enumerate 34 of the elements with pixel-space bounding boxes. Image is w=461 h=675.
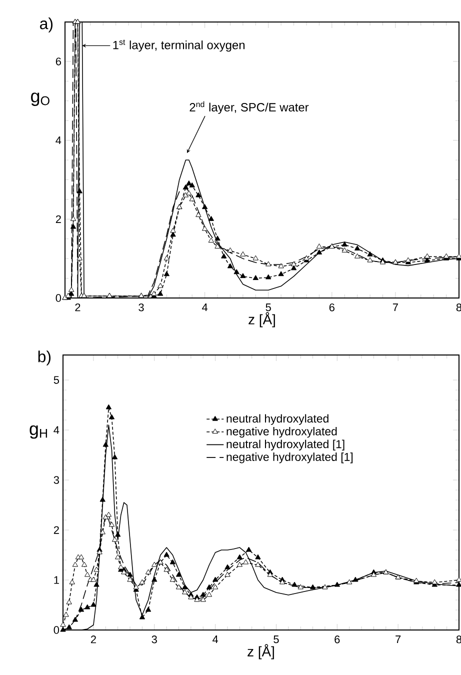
x-tick-label: 2 bbox=[75, 304, 80, 312]
y-tick-label: 4 bbox=[54, 426, 60, 434]
legend-label: neutral hydroxylated [1] bbox=[226, 440, 344, 450]
annotation: 1$^{st}$ layer, terminal oxygen bbox=[113, 40, 245, 52]
x-tick-label: 3 bbox=[152, 636, 157, 644]
y-axis-title: g$_{O}$ bbox=[31, 92, 50, 106]
y-tick-label: 2 bbox=[54, 526, 59, 534]
y-tick-label: 3 bbox=[54, 476, 59, 484]
legend-label: negative hydroxylated [1] bbox=[226, 452, 353, 464]
legend-label: negative hydroxylated bbox=[226, 426, 337, 438]
y-tick-label: 2 bbox=[56, 215, 61, 223]
y-tick-label: 0 bbox=[56, 294, 62, 302]
x-tick-label: 3 bbox=[138, 304, 144, 312]
chart-title: b) bbox=[38, 350, 51, 366]
chart-title: a) bbox=[40, 18, 53, 32]
x-tick-label: 7 bbox=[392, 304, 398, 312]
x-tick-label: 5 bbox=[266, 304, 271, 312]
y-axis-title: g$_{H}$ bbox=[30, 425, 48, 439]
x-tick-label: 4 bbox=[202, 304, 208, 312]
y-tick-label: 4 bbox=[56, 136, 62, 144]
legend-label: neutral hydroxylated bbox=[226, 414, 328, 425]
y-tick-label: 6 bbox=[56, 58, 61, 66]
annotation: 2$^{nd}$ layer, SPC/E water bbox=[190, 101, 309, 114]
x-axis-title: z [Å] bbox=[248, 312, 275, 328]
x-tick-label: 2 bbox=[90, 636, 96, 644]
x-tick-label: 6 bbox=[334, 636, 340, 644]
y-tick-label: 0 bbox=[54, 626, 60, 634]
x-tick-label: 6 bbox=[329, 304, 334, 312]
x-tick-label: 7 bbox=[396, 636, 401, 644]
x-tick-label: 4 bbox=[212, 636, 218, 644]
x-tick-label: 5 bbox=[274, 636, 279, 644]
y-tick-label: 1 bbox=[54, 576, 59, 584]
y-tick-label: 5 bbox=[54, 376, 60, 384]
x-axis-title: z [Å] bbox=[248, 644, 274, 660]
